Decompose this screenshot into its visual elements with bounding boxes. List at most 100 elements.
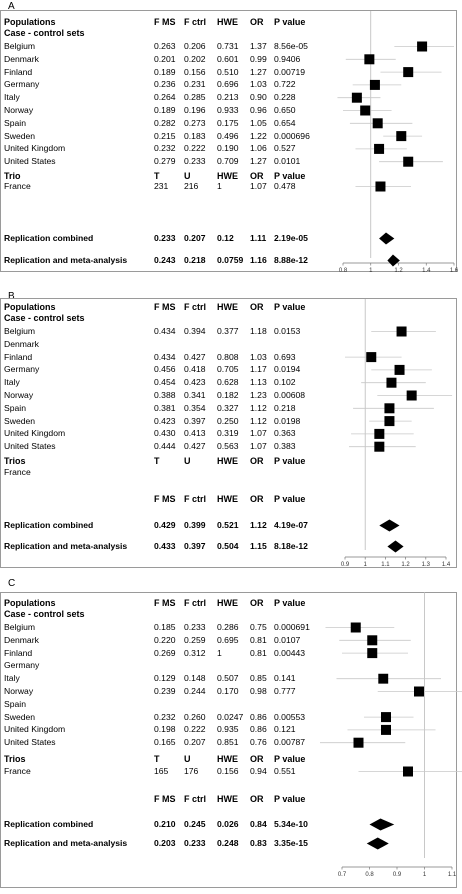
population-name: Replication and meta-analysis: [4, 838, 128, 848]
or-point: [396, 131, 407, 142]
hwe-value: 0.496: [217, 130, 239, 141]
fctrl-value: 0.397: [184, 415, 206, 426]
or-value: 1.16: [250, 255, 267, 265]
fctrl-value: 0.207: [184, 233, 206, 243]
population-name: Replication and meta-analysis: [4, 255, 128, 265]
population-name: United States: [4, 156, 56, 167]
col-pvalue: P value: [274, 17, 306, 27]
hwe-value: 0.190: [217, 143, 239, 154]
p-value: 5.34e-10: [274, 819, 308, 829]
col-fms: F MS: [154, 598, 176, 608]
fctrl-value: 0.233: [184, 622, 206, 632]
col-pvalue: P value: [274, 302, 306, 312]
p-value: 0.000691: [274, 622, 310, 632]
or-value: 0.81: [250, 647, 267, 658]
or-value: 1.12: [250, 415, 267, 426]
fms-value: 0.269: [154, 647, 176, 658]
p-value: 0.693: [274, 351, 296, 362]
hwe-value: 0.563: [217, 441, 239, 452]
population-name: United States: [4, 737, 56, 748]
or-value: 1.18: [250, 326, 267, 336]
or-point: [384, 403, 395, 414]
t-value: 231: [154, 181, 169, 191]
or-point: [374, 428, 385, 439]
population-name: Sweden: [4, 130, 36, 141]
fctrl-value: 0.285: [184, 92, 206, 103]
or-value: 0.86: [250, 724, 267, 735]
x-tick-label: 1: [364, 562, 368, 568]
col-pvalue: P value: [274, 794, 306, 804]
population-name: Spain: [4, 117, 26, 128]
fms-value: 0.189: [154, 105, 176, 115]
col-fctrl: F ctrl: [184, 494, 207, 504]
p-value: 8.56e-05: [274, 41, 308, 51]
fctrl-value: 0.413: [184, 428, 206, 439]
col-or: OR: [250, 754, 264, 764]
pooled-diamond: [387, 254, 400, 267]
u-value: 216: [184, 181, 199, 191]
hwe-value: 0.521: [217, 520, 239, 530]
population-name: Germany: [4, 364, 40, 375]
col-hwe: HWE: [217, 494, 238, 504]
fctrl-value: 0.244: [184, 686, 206, 696]
col-hwe: HWE: [217, 598, 238, 608]
fms-value: 0.264: [154, 92, 176, 103]
p-value: 0.000696: [274, 130, 310, 141]
fms-value: 0.210: [154, 819, 176, 829]
col-u: U: [184, 171, 191, 181]
hwe-value: 0.851: [217, 737, 239, 748]
p-value: 2.19e-05: [274, 233, 308, 243]
or-point: [360, 105, 371, 116]
col-pvalue: P value: [274, 171, 306, 181]
pooled-diamond: [379, 232, 395, 245]
fms-value: 0.388: [154, 390, 176, 400]
trio-title: Trios: [4, 456, 26, 466]
or-value: 0.99: [250, 53, 267, 64]
x-tick-label: 1: [423, 872, 427, 878]
fctrl-value: 0.354: [184, 402, 206, 413]
population-name: Sweden: [4, 415, 36, 426]
population-name: Norway: [4, 686, 34, 696]
or-point: [351, 92, 362, 103]
p-value: 0.228: [274, 92, 296, 103]
hwe-value: 0.808: [217, 351, 239, 362]
x-tick-label: 1.4: [422, 268, 431, 274]
population-name: Italy: [4, 92, 20, 103]
hwe-value: 0.182: [217, 390, 239, 400]
or-point: [381, 712, 391, 723]
p-value: 0.0101: [274, 156, 301, 167]
x-tick-label: 1.6: [450, 268, 459, 274]
p-value: 0.00553: [274, 711, 306, 722]
or-value: 1.37: [250, 41, 267, 51]
fms-value: 0.232: [154, 143, 176, 154]
or-value: 0.86: [250, 711, 267, 722]
p-value: 0.00787: [274, 737, 306, 748]
fctrl-value: 0.260: [184, 711, 206, 722]
or-point: [369, 79, 380, 90]
hwe-value: 0.696: [217, 79, 239, 90]
p-value: 0.363: [274, 428, 296, 439]
hwe-value: 0.709: [217, 156, 239, 167]
population-name: Norway: [4, 105, 34, 115]
or-point: [414, 686, 424, 697]
fms-value: 0.434: [154, 351, 176, 362]
panel-frame: [0, 298, 457, 568]
section-label: Case - control sets: [4, 609, 85, 619]
or-value: 1.03: [250, 79, 267, 90]
fctrl-value: 0.397: [184, 541, 206, 551]
col-fctrl: F ctrl: [184, 302, 207, 312]
fctrl-value: 0.233: [184, 156, 206, 167]
hwe-value: 0.695: [217, 634, 239, 645]
col-u: U: [184, 754, 191, 764]
col-pvalue: P value: [274, 494, 306, 504]
x-tick-label: 0.7: [338, 872, 347, 878]
col-populations: Populations: [4, 17, 56, 27]
or-value: 1.27: [250, 66, 267, 77]
fms-value: 0.201: [154, 53, 176, 64]
p-value: 0.00719: [274, 66, 306, 77]
or-value: 1.22: [250, 130, 267, 141]
panel-frame: [0, 592, 457, 888]
hwe-value: 0.933: [217, 105, 239, 115]
panel-frame: [0, 10, 457, 272]
fctrl-value: 0.206: [184, 41, 206, 51]
